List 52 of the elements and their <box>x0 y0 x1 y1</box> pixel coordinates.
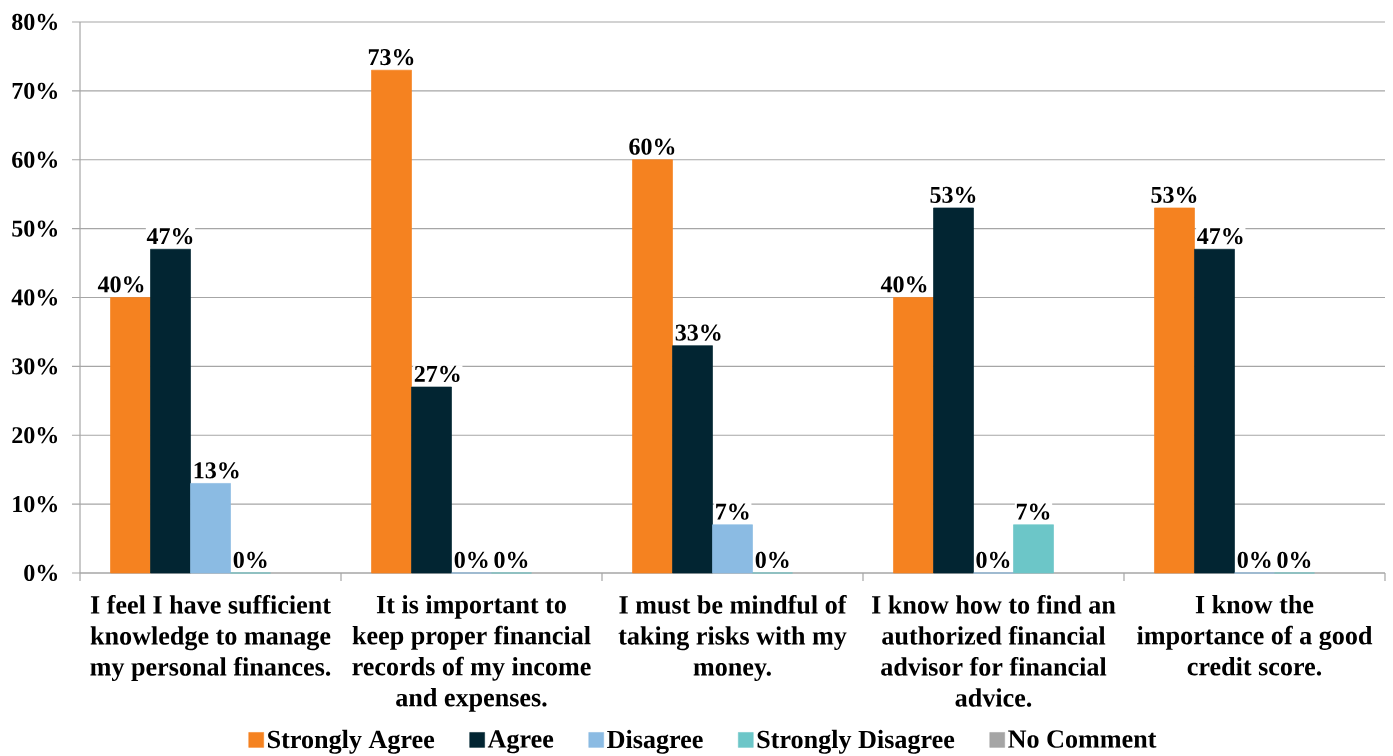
bar <box>1194 248 1235 574</box>
data-label: 33% <box>675 324 721 341</box>
legend-label: Disagree <box>607 729 703 754</box>
data-label: 53% <box>930 186 976 204</box>
x-tick-label: I know how to find an authorized financial advisor for financial advice. <box>872 595 1116 707</box>
bar <box>1154 207 1195 574</box>
y-tick-label: 50% <box>12 220 58 237</box>
data-label: 0% <box>494 551 528 569</box>
data-label: 0% <box>1277 551 1311 569</box>
bar <box>712 524 753 574</box>
y-tick-label: 80% <box>12 13 58 31</box>
data-label: 0% <box>755 551 789 569</box>
data-label: 7% <box>716 503 749 520</box>
bar <box>893 297 934 574</box>
bar <box>632 159 673 574</box>
y-tick-label: 60% <box>12 151 58 168</box>
data-label: 0% <box>454 551 488 569</box>
x-tick-label: I must be mindful of taking risks with my money. <box>618 595 847 682</box>
data-label: 40% <box>97 276 144 293</box>
legend-label: Strongly Agree <box>268 729 435 754</box>
data-label: 27% <box>414 365 460 383</box>
x-tick-label: It is important to keep proper financial records of my income and expenses. <box>352 595 591 712</box>
bar <box>672 345 713 574</box>
bar <box>933 207 974 574</box>
data-label: 47% <box>146 228 193 245</box>
data-label: 0% <box>976 551 1010 569</box>
y-tick-label: 20% <box>12 427 58 444</box>
legend-label: Strongly Disagree <box>757 729 955 754</box>
bar <box>190 483 231 574</box>
bar <box>371 69 412 574</box>
y-tick-label: 70% <box>12 82 58 100</box>
data-label: 13% <box>194 462 239 479</box>
bar <box>1013 524 1054 574</box>
bar <box>110 297 151 574</box>
data-label: 53% <box>1151 186 1197 204</box>
data-label: 0% <box>233 551 267 569</box>
data-label: 60% <box>629 138 675 155</box>
legend-label: Agree <box>487 730 554 754</box>
y-tick-label: 0% <box>24 564 58 582</box>
data-label: 7% <box>1016 503 1050 520</box>
data-label: 47% <box>1197 228 1243 245</box>
y-tick-label: 40% <box>11 289 58 306</box>
bar <box>411 386 452 574</box>
legend-label: No Comment <box>1008 730 1157 748</box>
x-tick-label: I know the importance of a good credit score. <box>1137 595 1373 676</box>
data-label: 40% <box>880 276 927 293</box>
bar <box>150 248 191 574</box>
y-tick-label: 10% <box>13 495 58 513</box>
y-tick-label: 30% <box>12 358 58 375</box>
data-label: 0% <box>1237 551 1271 569</box>
data-label: 73% <box>368 49 414 66</box>
x-tick-label: I feel I have sufficient knowledge to manage my personal finances. <box>90 595 331 682</box>
